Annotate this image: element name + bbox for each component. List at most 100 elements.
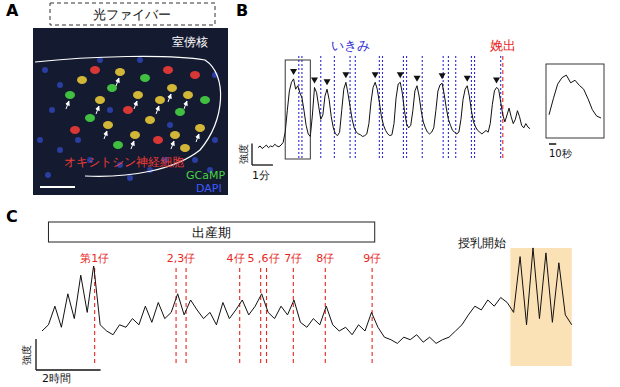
cell bbox=[90, 66, 100, 74]
arrow bbox=[168, 94, 171, 102]
region-outline bbox=[35, 56, 221, 176]
cell bbox=[170, 131, 180, 139]
arrow bbox=[116, 78, 119, 86]
figure: A光ファイバー室傍核オキシトシン神経細胞GCaMPDAPIBいきみ娩出10秒1分… bbox=[0, 0, 620, 387]
cell bbox=[200, 96, 210, 104]
peak-marker bbox=[290, 69, 297, 75]
peak-marker bbox=[439, 73, 446, 79]
event-line bbox=[406, 56, 407, 160]
dapi-nucleus bbox=[212, 137, 218, 143]
cell bbox=[85, 114, 95, 122]
scale-bar-label: 強度 bbox=[238, 144, 249, 164]
event-label: 8仔 bbox=[316, 252, 334, 265]
cell bbox=[65, 91, 75, 99]
event-label-group: 8仔 bbox=[315, 251, 335, 266]
inset-region bbox=[285, 60, 310, 159]
scale-bar bbox=[35, 339, 36, 370]
event-label-group: 7仔 bbox=[283, 251, 303, 266]
inset-trace bbox=[549, 75, 601, 118]
cell bbox=[103, 121, 113, 129]
event-line bbox=[474, 56, 475, 160]
channel-label: GCaMP bbox=[186, 169, 225, 182]
event-line bbox=[266, 268, 267, 366]
trace bbox=[42, 248, 572, 343]
scale-bar-label: 1分 bbox=[252, 169, 270, 182]
period-label: 授乳開始 bbox=[458, 236, 506, 250]
scale-bar-label: 10秒 bbox=[549, 148, 572, 159]
dapi-nucleus bbox=[137, 57, 143, 63]
peak-marker bbox=[397, 72, 404, 78]
label-patch bbox=[247, 251, 281, 266]
arrow bbox=[171, 141, 174, 149]
trace bbox=[258, 79, 530, 149]
event-line bbox=[502, 56, 503, 160]
cell bbox=[133, 91, 143, 99]
cell bbox=[180, 144, 190, 152]
label-patch bbox=[79, 251, 110, 266]
arrow bbox=[66, 101, 69, 109]
event-label: いきみ bbox=[331, 38, 370, 53]
label-patch bbox=[315, 251, 335, 266]
dapi-nucleus bbox=[49, 107, 55, 113]
dapi-nucleus bbox=[42, 67, 48, 73]
event-line bbox=[382, 56, 383, 160]
inset-frame bbox=[546, 64, 604, 138]
cell bbox=[113, 141, 123, 149]
event-line bbox=[372, 268, 373, 366]
peak-marker bbox=[324, 79, 331, 85]
event-label: 2,3仔 bbox=[167, 252, 196, 265]
label-patch bbox=[166, 251, 197, 266]
dapi-nucleus bbox=[37, 137, 43, 143]
cell bbox=[190, 71, 200, 79]
event-line bbox=[301, 56, 302, 160]
event-label: 娩出 bbox=[490, 38, 516, 53]
cell bbox=[167, 84, 177, 92]
event-line bbox=[176, 268, 177, 366]
channel-label: DAPI bbox=[196, 182, 222, 195]
event-label: 第1仔 bbox=[80, 252, 109, 265]
arrow bbox=[134, 101, 137, 109]
fiber-box bbox=[50, 3, 215, 25]
scale-bar bbox=[40, 186, 75, 188]
cell bbox=[153, 136, 163, 144]
event-label: 7仔 bbox=[284, 252, 302, 265]
region-label: 室傍核 bbox=[172, 35, 208, 49]
arrow bbox=[156, 106, 159, 114]
event-label-group: 5 ,6仔 bbox=[247, 251, 281, 266]
event-line bbox=[422, 56, 423, 160]
arrow bbox=[96, 106, 99, 114]
event-line bbox=[320, 56, 321, 160]
cell bbox=[70, 126, 80, 134]
arrow bbox=[104, 131, 107, 139]
cell bbox=[115, 68, 125, 76]
cell bbox=[130, 131, 140, 139]
event-label-group: 2,3仔 bbox=[166, 251, 197, 266]
period-label: 出産期 bbox=[192, 225, 231, 240]
label-patch bbox=[283, 251, 303, 266]
arrow bbox=[131, 141, 134, 149]
scale-bar bbox=[549, 143, 556, 145]
dapi-nucleus bbox=[45, 172, 51, 178]
dapi-nucleus bbox=[127, 175, 133, 181]
event-line bbox=[448, 56, 449, 160]
channel-label: オキシトシン神経細胞 bbox=[64, 155, 184, 169]
dapi-nucleus bbox=[192, 157, 198, 163]
dapi-nucleus bbox=[57, 147, 63, 153]
event-label: 4仔 bbox=[227, 252, 245, 265]
micrograph-ground bbox=[33, 28, 228, 195]
event-line bbox=[94, 268, 95, 366]
panel-letter: C bbox=[6, 207, 18, 226]
event-line bbox=[298, 56, 299, 160]
panel-letter: B bbox=[236, 1, 248, 20]
cell bbox=[140, 74, 150, 82]
scale-bar-label: 強度 bbox=[21, 345, 32, 365]
scale-bar bbox=[251, 144, 252, 166]
peak-marker bbox=[342, 72, 349, 78]
peak-marker bbox=[464, 76, 471, 82]
dapi-nucleus bbox=[75, 137, 81, 143]
dapi-nucleus bbox=[57, 82, 63, 88]
cell bbox=[175, 108, 185, 116]
fiber-label: 光ファイバー bbox=[93, 7, 171, 22]
scale-bar bbox=[252, 164, 273, 165]
event-label-group: 4仔 bbox=[226, 251, 246, 266]
